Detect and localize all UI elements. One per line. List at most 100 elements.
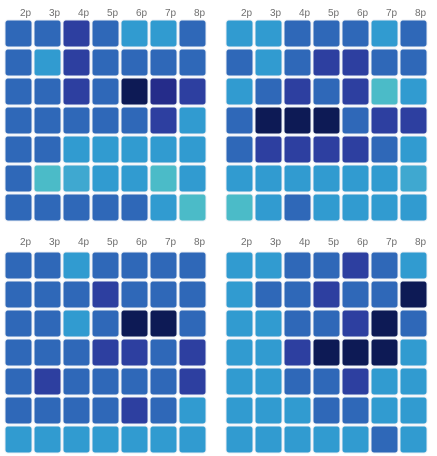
heatmap-cell (341, 251, 370, 280)
heatmap-cell (341, 309, 370, 338)
heatmap-cell (4, 280, 33, 309)
heatmap-cell (399, 251, 428, 280)
x-tick-label: 3p (270, 8, 282, 19)
heatmap-cell (120, 193, 149, 222)
heatmap-cell (370, 19, 399, 48)
heatmap-cell (91, 77, 120, 106)
heatmap-cell (370, 309, 399, 338)
heatmap-cell (312, 251, 341, 280)
heatmap-cell (312, 48, 341, 77)
heatmap-cell (62, 338, 91, 367)
heatmap-cell (33, 135, 62, 164)
heatmap-cell (91, 193, 120, 222)
x-tick-label: 3p (49, 237, 61, 248)
heatmap-cell (254, 77, 283, 106)
heatmap-cell (254, 338, 283, 367)
heatmap-cell (341, 425, 370, 454)
heatmap-cell (341, 396, 370, 425)
heatmap-cell (399, 367, 428, 396)
heatmap-cell (91, 367, 120, 396)
heatmap-cell (283, 251, 312, 280)
x-tick-label: 4p (78, 237, 90, 248)
heatmap-cell (149, 251, 178, 280)
heatmap-cell (33, 19, 62, 48)
heatmap-cell (225, 396, 254, 425)
x-tick-label: 7p (165, 237, 177, 248)
x-tick-label: 8p (415, 237, 427, 248)
heatmap-cell (149, 367, 178, 396)
x-tick-label: 7p (165, 8, 177, 19)
x-tick-label: 8p (194, 237, 206, 248)
x-tick-label: 4p (299, 237, 311, 248)
heatmap-cell (91, 280, 120, 309)
heatmap-cell (4, 106, 33, 135)
heatmap-cell (225, 251, 254, 280)
heatmap-cell (120, 251, 149, 280)
heatmap-cell (341, 280, 370, 309)
heatmap-cell (370, 367, 399, 396)
heatmap-cell (91, 309, 120, 338)
heatmap-cell (4, 396, 33, 425)
heatmap-cell (62, 280, 91, 309)
heatmap-cell (283, 164, 312, 193)
heatmap-cell (120, 48, 149, 77)
heatmap-cell (178, 338, 207, 367)
heatmap-cell (370, 164, 399, 193)
heatmap-cell (149, 164, 178, 193)
heatmap-cell (283, 396, 312, 425)
heatmap-cell (283, 193, 312, 222)
heatmap-cell (4, 425, 33, 454)
heatmap-cell (33, 425, 62, 454)
heatmap-cell (91, 19, 120, 48)
heatmap-cell (91, 135, 120, 164)
heatmap-cell (312, 106, 341, 135)
heatmap-cell (62, 425, 91, 454)
heatmap-cell (399, 193, 428, 222)
heatmap-cell (120, 425, 149, 454)
x-tick-label: 8p (415, 8, 427, 19)
heatmap-cell (283, 338, 312, 367)
heatmap-cell (283, 77, 312, 106)
heatmap-cell (370, 280, 399, 309)
x-tick-label: 8p (194, 8, 206, 19)
x-tick-label: 7p (386, 8, 398, 19)
heatmap-cell (178, 164, 207, 193)
heatmap-cell (312, 280, 341, 309)
x-tick-label: 2p (20, 237, 32, 248)
heatmap-cell (225, 164, 254, 193)
heatmap-cell (225, 425, 254, 454)
heatmap-cell (225, 77, 254, 106)
heatmap-panel-4: 2p 3p 4p 5p 6p 7p 8p (225, 237, 428, 454)
x-tick-label: 6p (136, 237, 148, 248)
heatmap-cell (33, 106, 62, 135)
heatmap-cell (33, 251, 62, 280)
heatmap-cell (225, 367, 254, 396)
x-tick-label: 7p (386, 237, 398, 248)
heatmap-cell (341, 77, 370, 106)
heatmap-cell (225, 280, 254, 309)
heatmap-cell (149, 19, 178, 48)
x-tick-label: 5p (328, 8, 340, 19)
x-tick-label: 2p (241, 8, 253, 19)
heatmap-cell (370, 338, 399, 367)
x-tick-label: 2p (20, 8, 32, 19)
heatmap-cell (341, 106, 370, 135)
heatmap-cell (4, 19, 33, 48)
heatmap-cell (341, 164, 370, 193)
heatmap-cell (178, 367, 207, 396)
heatmap-cell (120, 19, 149, 48)
heatmap-cell (254, 19, 283, 48)
heatmap-cell (225, 19, 254, 48)
heatmap-cell (312, 367, 341, 396)
heatmap-cell (178, 309, 207, 338)
heatmap-cell (399, 425, 428, 454)
heatmap-cell (225, 135, 254, 164)
heatmap-cell (91, 251, 120, 280)
heatmap-cell (120, 135, 149, 164)
heatmap-cell (225, 338, 254, 367)
heatmap-cell (254, 193, 283, 222)
heatmap-cell (149, 425, 178, 454)
heatmap-cell (254, 135, 283, 164)
heatmap-cell (312, 135, 341, 164)
